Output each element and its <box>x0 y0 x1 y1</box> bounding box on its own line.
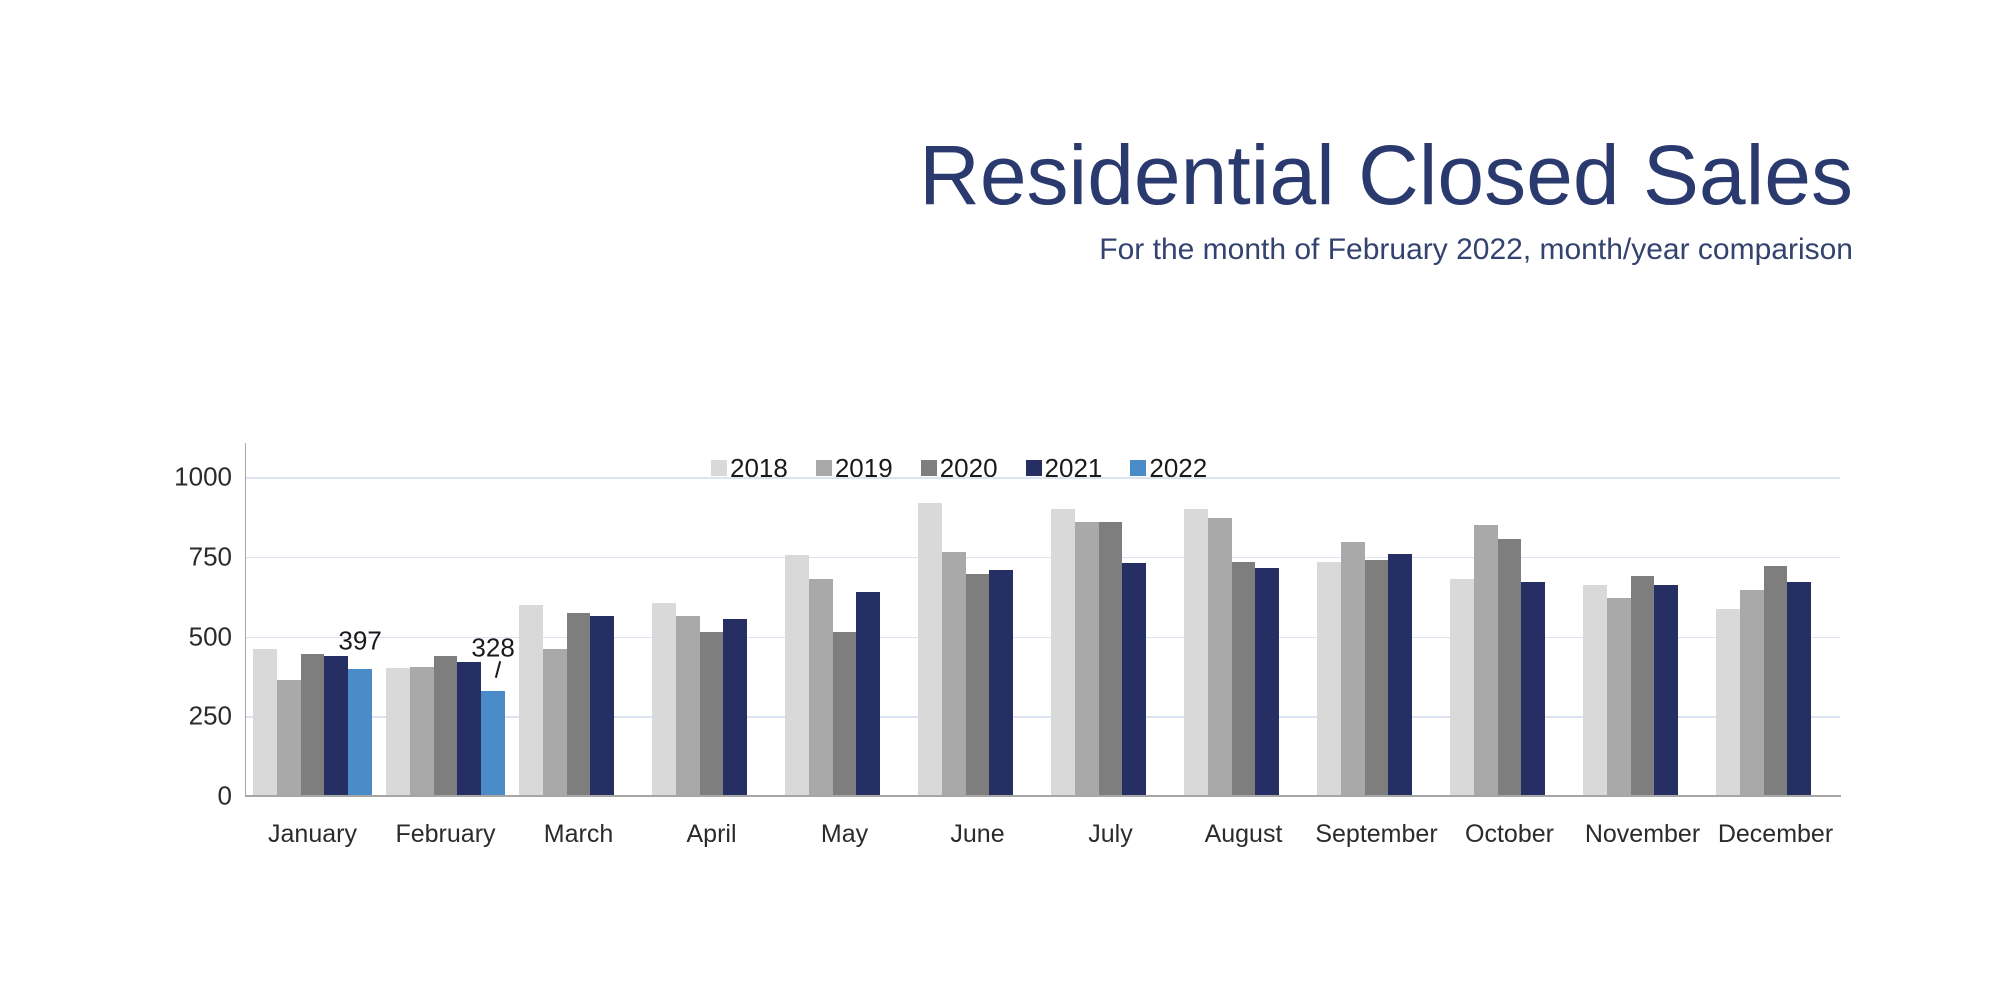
legend-item-2021: 2021 <box>1025 453 1103 483</box>
month-label-August: August <box>1204 820 1283 848</box>
bar-August-2019 <box>1207 518 1232 796</box>
bar-July-2020 <box>1098 521 1123 796</box>
bar-September-2021 <box>1388 553 1413 796</box>
gridline <box>246 477 1840 479</box>
y-tick-label: 1000 <box>174 461 232 492</box>
legend-swatch-icon <box>815 460 832 476</box>
chart-subtitle: For the month of February 2022, month/ye… <box>1099 233 1853 266</box>
bar-November-2018 <box>1583 585 1607 796</box>
bar-September-2019 <box>1340 542 1365 796</box>
bar-December-2018 <box>1716 609 1740 796</box>
bar-April-2021 <box>723 618 748 796</box>
month-label-October: October <box>1465 820 1554 848</box>
legend-label: 2019 <box>834 453 893 483</box>
bar-October-2019 <box>1473 524 1498 796</box>
bar-July-2019 <box>1074 521 1099 796</box>
bar-February-2020 <box>433 655 458 796</box>
plot-area <box>244 443 1841 797</box>
y-tick-label: 0 <box>217 780 232 811</box>
month-label-September: September <box>1315 820 1438 848</box>
bar-October-2020 <box>1497 539 1522 796</box>
y-tick-label: 500 <box>188 621 232 651</box>
month-label-April: April <box>686 820 737 848</box>
bar-January-2018 <box>253 649 277 796</box>
bar-April-2018 <box>652 603 676 796</box>
month-label-May: May <box>820 820 869 848</box>
bar-December-2021 <box>1787 582 1812 796</box>
bar-October-2018 <box>1450 579 1474 796</box>
gridline <box>246 716 1840 718</box>
bar-August-2018 <box>1184 508 1208 796</box>
bar-May-2018 <box>785 555 809 796</box>
gridline <box>246 556 1840 559</box>
y-tick-label: 250 <box>188 700 232 731</box>
bar-October-2021 <box>1521 582 1546 796</box>
bar-January-2022 <box>348 669 372 796</box>
chart-legend: 2018 2019 2020 2021 2022 <box>711 455 1207 481</box>
month-label-February: February <box>395 820 496 848</box>
bar-November-2019 <box>1606 598 1631 796</box>
month-label-July: July <box>1088 820 1133 848</box>
bar-April-2019 <box>675 615 700 796</box>
bar-July-2021 <box>1122 563 1147 796</box>
bar-September-2018 <box>1317 561 1341 796</box>
legend-label: 2020 <box>939 453 998 483</box>
bar-November-2020 <box>1630 575 1655 796</box>
month-label-March: March <box>543 820 614 848</box>
bar-February-2019 <box>409 666 434 796</box>
bar-March-2019 <box>542 649 567 796</box>
bar-August-2020 <box>1231 561 1256 796</box>
month-label-December: December <box>1717 820 1834 848</box>
legend-swatch-icon <box>1130 460 1147 476</box>
bar-December-2019 <box>1739 590 1764 796</box>
bar-March-2021 <box>590 615 615 796</box>
legend-swatch-icon <box>920 460 937 476</box>
bar-June-2018 <box>918 502 942 796</box>
legend-swatch-icon <box>1025 460 1042 476</box>
data-label-February-2022: 328 <box>471 632 515 663</box>
bar-September-2020 <box>1364 559 1389 796</box>
bar-April-2020 <box>699 631 724 796</box>
bar-June-2019 <box>941 551 966 796</box>
bar-February-2022 <box>481 691 505 796</box>
legend-label: 2022 <box>1149 453 1208 483</box>
y-tick-label: 750 <box>188 541 232 572</box>
gridline <box>246 636 1840 638</box>
chart-title: Residential Closed Sales <box>919 128 1853 222</box>
legend-item-2018: 2018 <box>711 455 788 481</box>
legend-item-2019: 2019 <box>815 453 893 483</box>
bar-July-2018 <box>1051 508 1075 796</box>
bar-February-2021 <box>457 662 482 796</box>
bar-February-2018 <box>386 668 410 796</box>
bar-January-2021 <box>324 655 349 796</box>
legend-label: 2021 <box>1044 453 1103 483</box>
bar-June-2021 <box>989 569 1014 796</box>
legend-item-2020: 2020 <box>920 453 998 483</box>
bar-December-2020 <box>1763 566 1788 796</box>
data-label-January-2022: 397 <box>338 625 382 656</box>
bar-November-2021 <box>1654 585 1679 796</box>
legend-item-2022: 2022 <box>1130 455 1207 481</box>
bar-June-2020 <box>965 574 990 796</box>
month-label-June: June <box>950 820 1005 848</box>
month-label-January: January <box>268 820 357 848</box>
x-axis-line <box>244 794 1841 797</box>
legend-label: 2018 <box>730 453 788 483</box>
bar-March-2018 <box>519 604 543 796</box>
bar-January-2019 <box>276 679 301 796</box>
bar-May-2020 <box>832 631 857 796</box>
legend-swatch-icon <box>711 460 727 476</box>
y-axis-line <box>244 443 246 796</box>
bar-January-2020 <box>300 654 325 796</box>
bar-August-2021 <box>1255 567 1280 796</box>
month-label-November: November <box>1584 820 1701 848</box>
bar-March-2020 <box>566 612 591 796</box>
bar-May-2019 <box>808 579 833 796</box>
bar-May-2021 <box>856 591 881 796</box>
